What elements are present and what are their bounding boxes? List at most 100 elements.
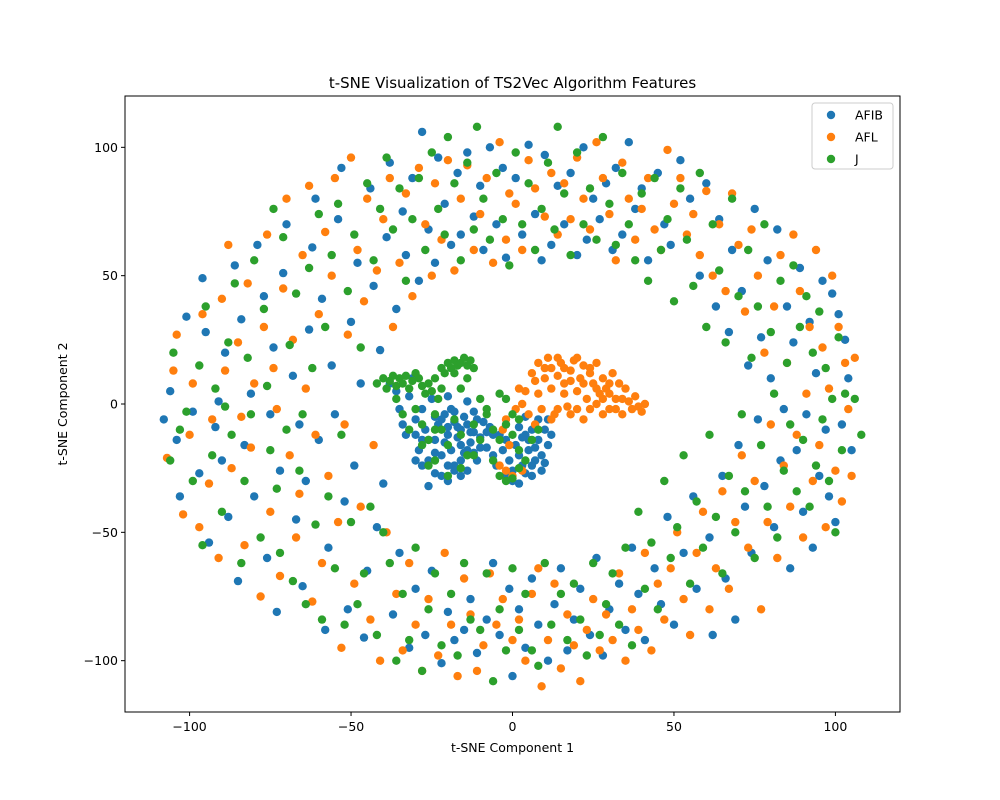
data-point (333, 517, 343, 527)
data-point (592, 384, 601, 393)
data-point (537, 204, 546, 214)
data-point (773, 533, 782, 542)
data-point (566, 168, 575, 178)
data-point (337, 163, 346, 173)
data-point (821, 363, 830, 373)
data-point (330, 173, 340, 183)
data-point (556, 564, 566, 573)
y-tick-label: −50 (92, 525, 118, 540)
data-point (421, 630, 430, 640)
data-point (844, 374, 853, 383)
data-point (766, 374, 775, 383)
data-point (614, 569, 624, 578)
data-point (250, 492, 259, 501)
data-point (805, 322, 814, 332)
data-point (472, 648, 482, 658)
data-point (582, 651, 591, 660)
data-point (233, 576, 243, 586)
data-point (346, 517, 356, 527)
data-point (715, 220, 724, 229)
data-point (398, 379, 407, 388)
data-point (518, 433, 527, 442)
data-point (172, 435, 181, 445)
data-point (605, 404, 614, 414)
data-point (482, 569, 491, 578)
data-point (317, 558, 327, 568)
data-point (740, 502, 750, 511)
data-point (476, 435, 485, 445)
data-point (488, 677, 498, 686)
data-point (340, 420, 349, 429)
data-point (530, 245, 540, 255)
data-point (298, 410, 307, 419)
data-point (430, 425, 440, 434)
data-point (463, 374, 472, 383)
data-point (560, 189, 569, 198)
data-point (666, 564, 675, 573)
data-point (614, 379, 624, 388)
data-point (527, 574, 537, 583)
data-point (553, 122, 562, 131)
data-point (350, 579, 359, 588)
data-point (789, 230, 798, 239)
y-tick-label: 100 (94, 140, 118, 155)
data-point (631, 204, 640, 214)
data-point (379, 479, 388, 488)
data-point (266, 446, 275, 455)
data-point (401, 189, 411, 198)
data-point (175, 492, 185, 501)
data-point (689, 281, 698, 291)
data-point (227, 430, 236, 439)
data-point (685, 194, 695, 203)
data-point (579, 361, 588, 370)
data-point (401, 276, 411, 285)
data-point (211, 422, 220, 432)
data-point (434, 394, 443, 404)
data-point (224, 240, 233, 250)
data-point (275, 571, 285, 581)
data-point (524, 179, 533, 188)
data-point (353, 600, 362, 609)
data-point (537, 404, 546, 414)
data-point (411, 543, 420, 552)
data-point (521, 656, 530, 665)
data-point (456, 464, 465, 473)
data-point (756, 333, 766, 342)
data-point (466, 356, 475, 365)
data-point (443, 471, 453, 481)
data-point (453, 168, 462, 178)
data-point (576, 677, 585, 686)
data-point (398, 410, 407, 419)
data-point (379, 215, 388, 224)
data-point (333, 215, 343, 224)
data-point (705, 430, 714, 439)
data-point (430, 258, 440, 267)
data-point (188, 407, 197, 416)
data-point (405, 643, 414, 652)
data-point (469, 225, 478, 234)
data-point (304, 181, 314, 190)
data-point (437, 384, 446, 393)
data-point (424, 605, 433, 614)
data-point (398, 420, 407, 429)
data-point (427, 271, 436, 280)
data-point (760, 481, 769, 491)
data-point (485, 143, 495, 152)
data-point (498, 446, 507, 455)
data-point (543, 656, 553, 665)
data-point (795, 263, 805, 273)
data-point (308, 363, 317, 373)
data-point (540, 458, 549, 468)
data-point (463, 148, 472, 157)
data-point (560, 220, 569, 229)
data-point (421, 245, 430, 255)
data-point (747, 353, 756, 362)
data-point (718, 471, 727, 481)
data-point (178, 510, 188, 519)
data-point (327, 271, 336, 280)
data-point (424, 481, 433, 491)
data-point (666, 240, 675, 250)
data-point (760, 220, 769, 229)
data-point (256, 533, 265, 542)
data-point (295, 489, 304, 498)
